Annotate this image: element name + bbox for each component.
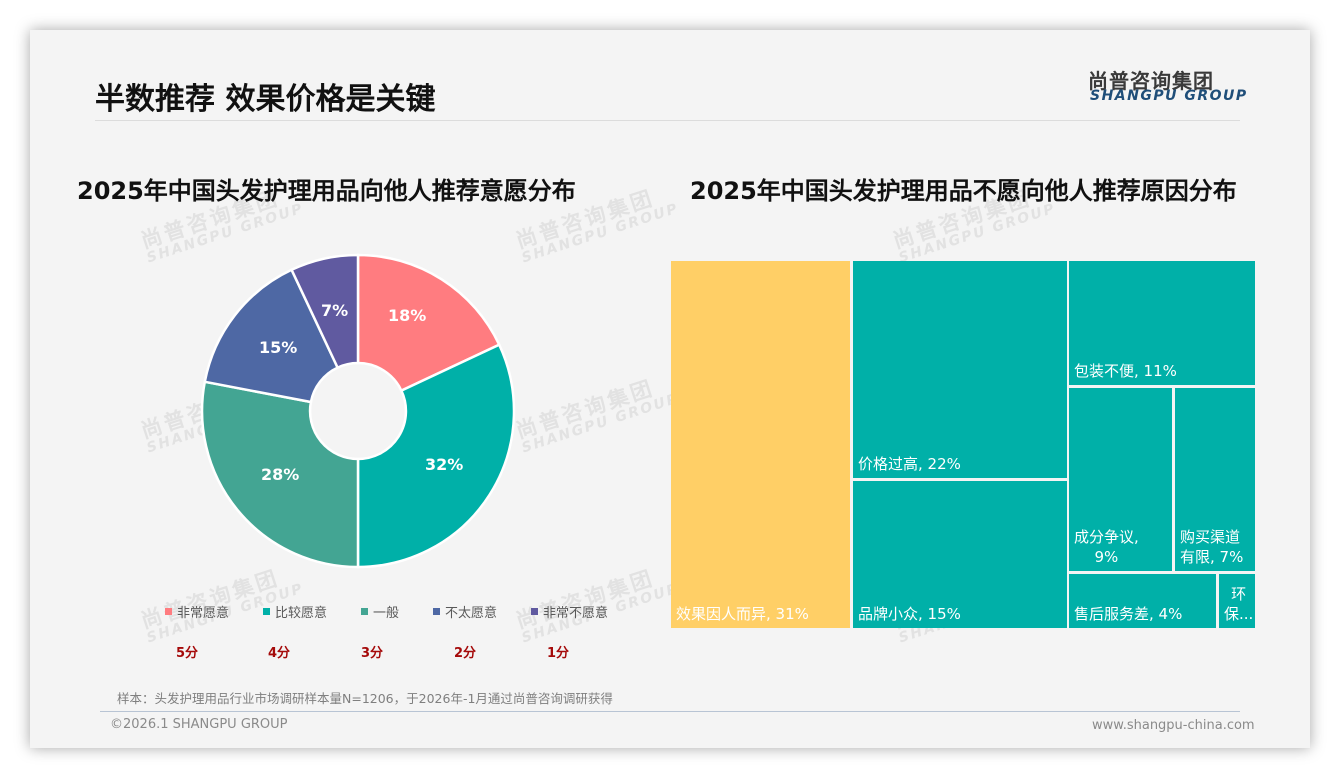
legend-label: 非常愿意 xyxy=(177,606,230,621)
legend-swatch-icon xyxy=(433,608,440,615)
donut-chart xyxy=(200,253,516,569)
slice-fairly-willing[interactable] xyxy=(356,343,516,569)
logo-chinese: 尚普咨询集团 xyxy=(1088,69,1214,93)
score-label: 5分 xyxy=(176,646,199,661)
right-chart-title: 2025年中国头发护理用品不愿向他人推荐原因分布 xyxy=(690,177,1237,205)
footer-divider xyxy=(100,711,1240,712)
slice-label: 32% xyxy=(425,455,464,474)
treemap-cell-effect-varies[interactable]: 效果因人而异, 31% xyxy=(671,261,850,628)
treemap-cell-packaging[interactable]: 包装不便, 11% xyxy=(1069,261,1255,385)
legend-swatch-icon xyxy=(263,608,270,615)
treemap-cell-ingredient-dispute[interactable]: 成分争议, 9% xyxy=(1069,388,1172,571)
treemap-chart: 效果因人而异, 31% 价格过高, 22% 品牌小众, 15% 包装不便, 11… xyxy=(671,261,1255,628)
slice-not-very-willing[interactable] xyxy=(203,268,340,404)
score-label: 2分 xyxy=(454,646,477,661)
slice-label: 18% xyxy=(388,306,427,325)
sample-note: 样本：头发护理用品行业市场调研样本量N=1206，于2026年-1月通过尚普咨询… xyxy=(117,691,613,706)
legend: 非常愿意 比较愿意 一般 不太愿意 非常不愿意 xyxy=(130,602,650,622)
treemap-cell-niche-brand[interactable]: 品牌小众, 15% xyxy=(853,481,1067,628)
treemap-cell-limited-channels[interactable]: 购买渠道 有限, 7% xyxy=(1175,388,1255,571)
score-label: 4分 xyxy=(268,646,291,661)
score-label: 1分 xyxy=(547,646,570,661)
legend-swatch-icon xyxy=(361,608,368,615)
legend-swatch-icon xyxy=(165,608,172,615)
legend-item-not-very-willing[interactable]: 不太愿意 xyxy=(433,602,497,621)
legend-label: 不太愿意 xyxy=(445,606,498,621)
legend-label: 比较愿意 xyxy=(275,606,328,621)
website-link[interactable]: www.shangpu-china.com xyxy=(1092,718,1255,733)
legend-item-neutral[interactable]: 一般 xyxy=(361,602,399,621)
left-chart-title: 2025年中国头发护理用品向他人推荐意愿分布 xyxy=(77,177,576,205)
legend-item-fairly-willing[interactable]: 比较愿意 xyxy=(263,602,327,621)
title-divider xyxy=(95,120,1240,121)
slice-very-willing[interactable] xyxy=(356,253,501,393)
slice-label: 28% xyxy=(261,465,300,484)
slice-label: 15% xyxy=(259,338,298,357)
treemap-cell-eco[interactable]: 环 保... xyxy=(1219,574,1255,628)
treemap-cell-price-too-high[interactable]: 价格过高, 22% xyxy=(853,261,1067,478)
copyright: ©2026.1 SHANGPU GROUP xyxy=(110,717,288,732)
legend-label: 非常不愿意 xyxy=(543,606,609,621)
slice-very-unwilling[interactable] xyxy=(289,253,360,370)
treemap-cell-after-sales[interactable]: 售后服务差, 4% xyxy=(1069,574,1216,628)
score-label: 3分 xyxy=(361,646,384,661)
logo-english: SHANGPU GROUP xyxy=(1090,88,1248,104)
legend-swatch-icon xyxy=(531,608,538,615)
slice-label: 7% xyxy=(321,301,349,320)
legend-label: 一般 xyxy=(373,606,400,621)
page-title: 半数推荐 效果价格是关键 xyxy=(95,82,436,117)
legend-item-very-unwilling[interactable]: 非常不愿意 xyxy=(531,602,608,621)
legend-item-very-willing[interactable]: 非常愿意 xyxy=(165,602,229,621)
slice-neutral[interactable] xyxy=(200,380,360,569)
slide: 尚普咨询集团 SHANGPU GROUP 尚普咨询集团 SHANGPU GROUP … xyxy=(30,30,1310,748)
